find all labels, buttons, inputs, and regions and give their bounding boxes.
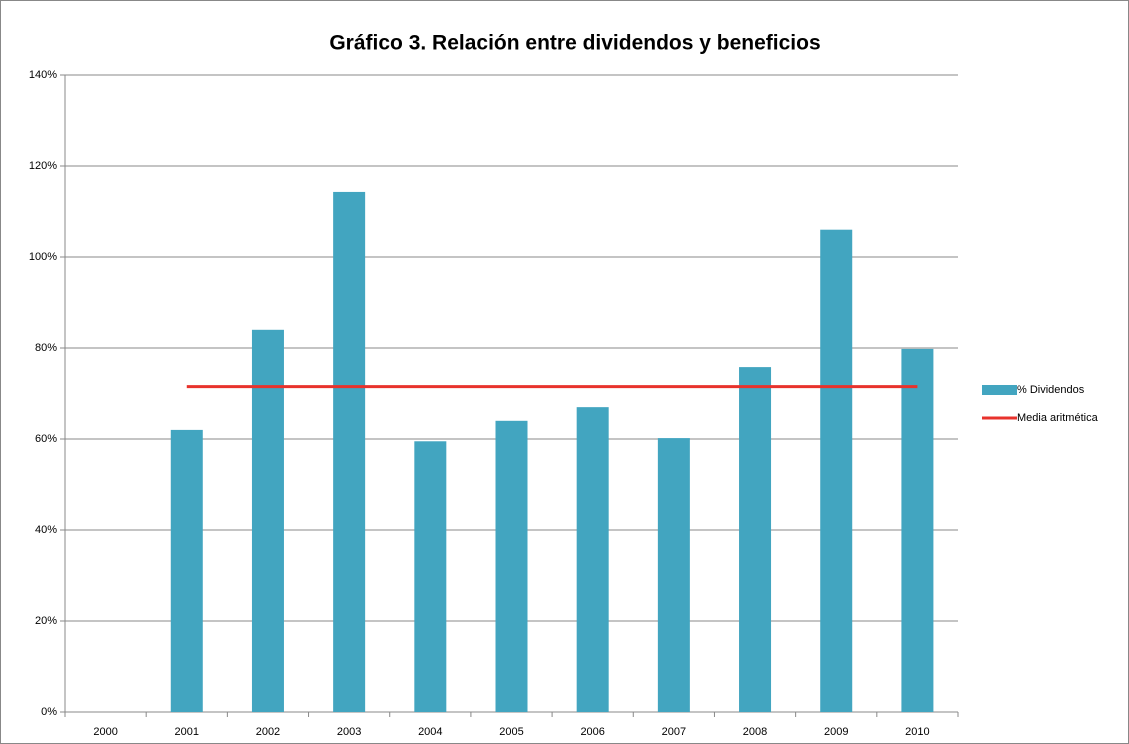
y-tick-label: 120%: [29, 160, 57, 172]
x-tick-label: 2007: [662, 726, 686, 738]
x-tick-label: 2010: [905, 726, 929, 738]
bar: [739, 367, 772, 712]
x-tick-label: 2009: [824, 726, 848, 738]
y-tick-label: 0%: [41, 706, 57, 718]
x-tick-label: 2003: [337, 726, 361, 738]
x-tick-label: 2008: [743, 726, 767, 738]
chart-title: Gráfico 3. Relación entre dividendos y b…: [329, 32, 820, 55]
bar: [576, 407, 609, 712]
y-tick-label: 20%: [35, 615, 57, 627]
bar: [414, 441, 447, 712]
y-tick-label: 40%: [35, 524, 57, 536]
x-tick-label: 2002: [256, 726, 280, 738]
x-tick-label: 2004: [418, 726, 442, 738]
x-tick-label: 2006: [580, 726, 604, 738]
bar: [820, 229, 853, 712]
legend-swatch: [982, 385, 1017, 395]
y-tick-label: 80%: [35, 342, 57, 354]
bar: [251, 329, 284, 712]
legend-label: Media aritmética: [1017, 412, 1099, 424]
y-tick-label: 100%: [29, 251, 57, 263]
y-tick-label: 140%: [29, 69, 57, 81]
bar: [333, 191, 366, 712]
bar: [495, 420, 528, 712]
x-tick-label: 2005: [499, 726, 523, 738]
bar: [657, 438, 690, 712]
bar: [170, 429, 203, 712]
legend-label: % Dividendos: [1017, 384, 1085, 396]
bar: [901, 348, 934, 712]
x-tick-label: 2001: [175, 726, 199, 738]
y-tick-label: 60%: [35, 433, 57, 445]
x-tick-label: 2000: [93, 726, 117, 738]
